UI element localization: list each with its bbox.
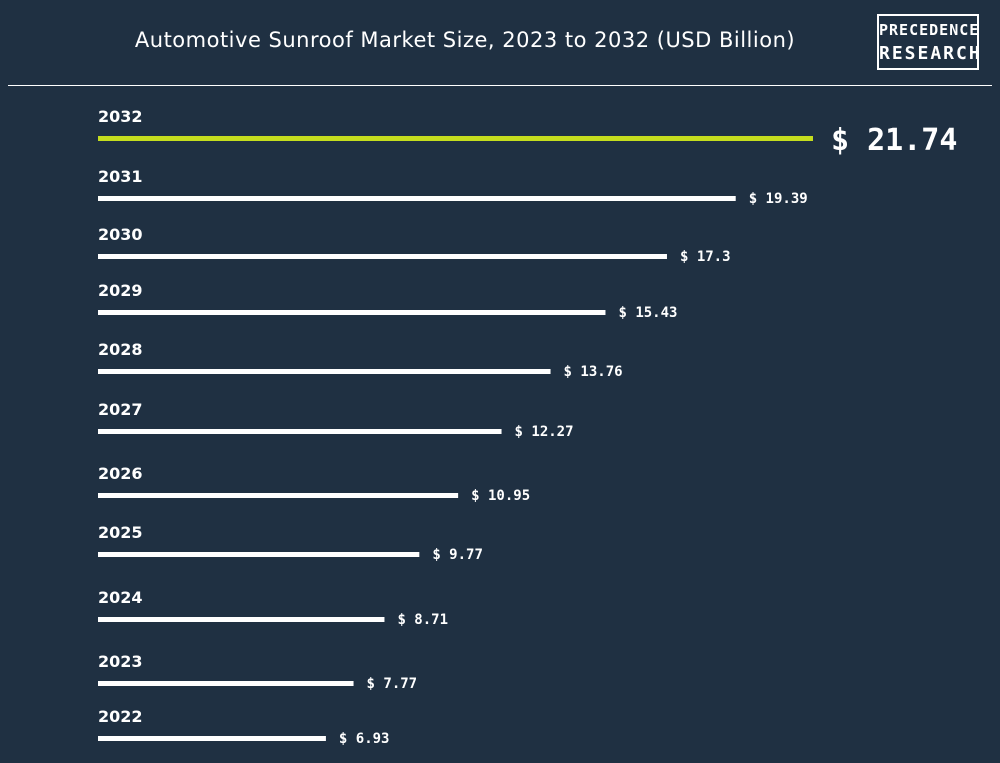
bar-2026 — [98, 493, 459, 498]
year-label-2029: 2029 — [98, 281, 143, 300]
value-label-2027: $ 12.27 — [515, 424, 574, 440]
year-label-2026: 2026 — [98, 464, 143, 483]
value-label-2024: $ 8.71 — [397, 612, 448, 628]
value-label-2023: $ 7.77 — [367, 676, 418, 692]
year-label-2022: 2022 — [98, 707, 143, 726]
bar-2032 — [98, 136, 813, 141]
value-label-2026: $ 10.95 — [471, 488, 530, 504]
bar-2025 — [98, 552, 420, 557]
year-label-2030: 2030 — [98, 225, 143, 244]
year-label-2028: 2028 — [98, 340, 143, 359]
title-divider — [8, 85, 992, 86]
bar-2027 — [98, 429, 502, 434]
year-label-2031: 2031 — [98, 167, 143, 186]
logo-line-2: RESEARCH — [879, 43, 982, 64]
precedence-research-logo: PRECEDENCE RESEARCH — [877, 14, 982, 70]
bar-2024 — [98, 617, 385, 622]
value-label-2029: $ 15.43 — [618, 305, 677, 321]
year-label-2025: 2025 — [98, 523, 143, 542]
chart-title: Automotive Sunroof Market Size, 2023 to … — [134, 28, 796, 52]
bar-2028 — [98, 369, 551, 374]
bar-2031 — [98, 196, 736, 201]
value-label-2032: $ 21.74 — [831, 123, 957, 158]
value-label-2025: $ 9.77 — [432, 547, 483, 563]
value-label-2030: $ 17.3 — [680, 249, 731, 265]
logo-line-1: PRECEDENCE — [879, 21, 980, 39]
year-label-2032: 2032 — [98, 107, 143, 126]
bar-2022 — [98, 736, 326, 741]
year-label-2023: 2023 — [98, 652, 143, 671]
bar-2023 — [98, 681, 354, 686]
value-label-2031: $ 19.39 — [749, 191, 808, 207]
year-label-2027: 2027 — [98, 400, 143, 419]
year-label-2024: 2024 — [98, 588, 143, 607]
bar-2029 — [98, 310, 606, 315]
value-label-2022: $ 6.93 — [339, 731, 390, 747]
value-label-2028: $ 13.76 — [564, 364, 623, 380]
bar-2030 — [98, 254, 667, 259]
